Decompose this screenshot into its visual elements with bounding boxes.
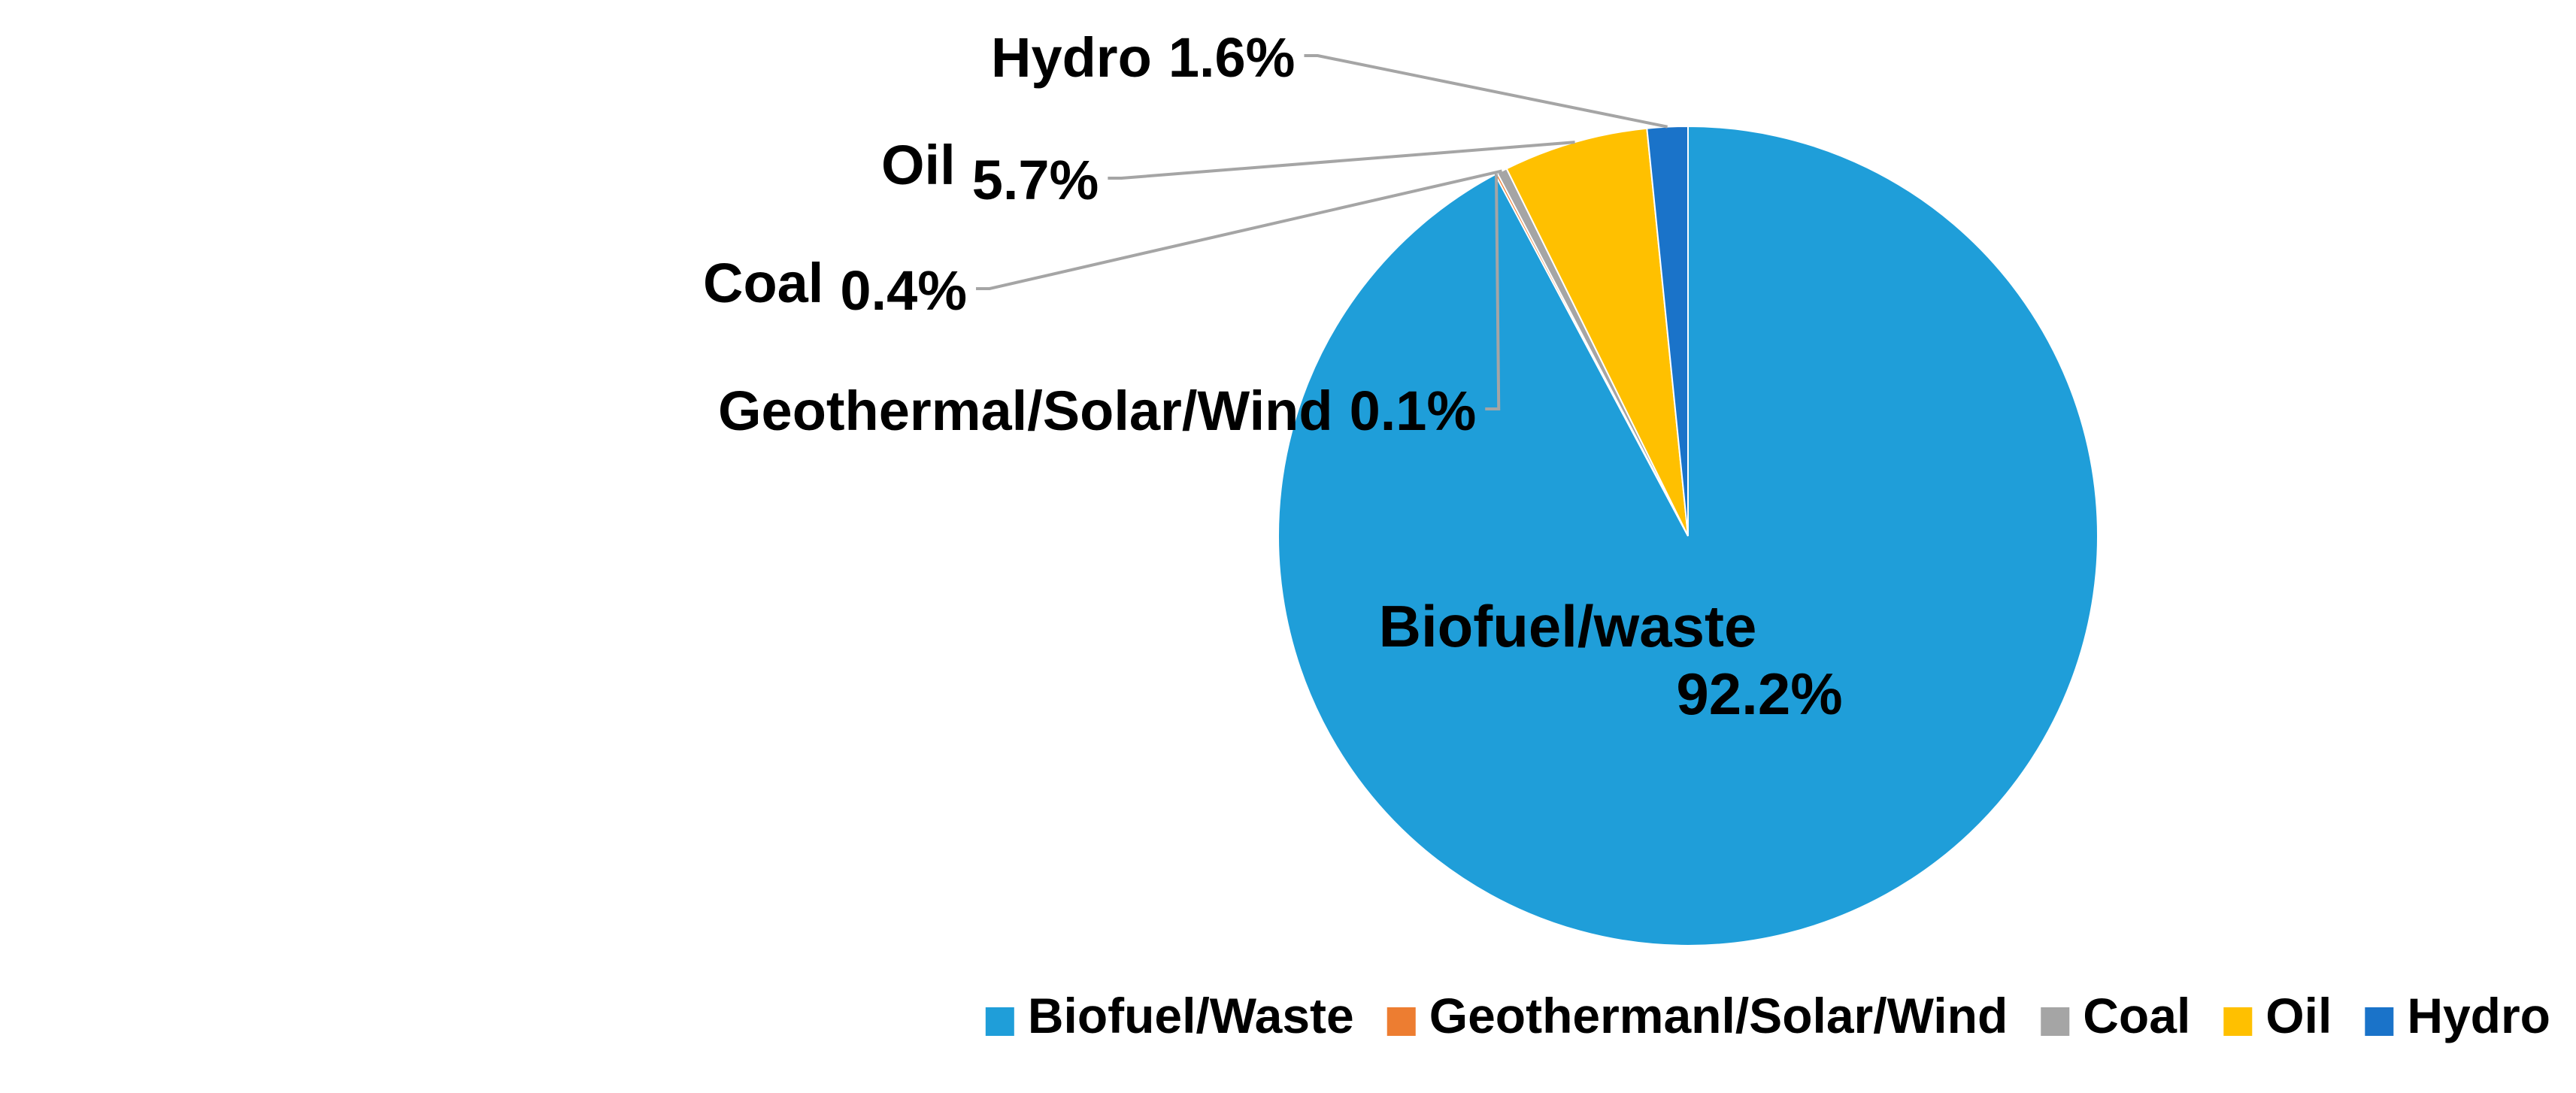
legend-swatch-biofuel-waste bbox=[985, 1007, 1014, 1036]
legend: Biofuel/Waste Geothermanl/Solar/Wind Coal O… bbox=[985, 988, 2550, 1043]
legend-item-oil: Oil bbox=[2223, 988, 2332, 1043]
slices-layer bbox=[1277, 125, 2099, 946]
data-label-name-geothermanl-solar-wind: Geothermal/Solar/Wind bbox=[718, 380, 1333, 442]
data-label-value-geothermanl-solar-wind: 0.1% bbox=[1350, 380, 1477, 442]
data-label-name-coal: Coal bbox=[703, 252, 823, 314]
leader-line-hydro bbox=[1304, 54, 1668, 129]
legend-label-geothermanl-solar-wind: Geothermanl/Solar/Wind bbox=[1429, 988, 2008, 1043]
data-label-value-oil: 5.7% bbox=[972, 149, 1099, 211]
data-label-name-biofuel-waste: Biofuel/waste bbox=[1379, 593, 1757, 659]
legend-label-coal: Coal bbox=[2083, 988, 2190, 1043]
legend-swatch-coal bbox=[2041, 1007, 2070, 1036]
legend-label-oil: Oil bbox=[2265, 988, 2332, 1043]
legend-item-biofuel-waste: Biofuel/Waste bbox=[985, 988, 1354, 1043]
leader-line-coal bbox=[976, 169, 1503, 290]
data-label-value-coal: 0.4% bbox=[840, 259, 967, 322]
leader-line-geothermanl-solar-wind bbox=[1485, 174, 1501, 410]
legend-swatch-geothermanl-solar-wind bbox=[1386, 1007, 1416, 1036]
legend-item-coal: Coal bbox=[2041, 988, 2190, 1043]
data-label-name-oil: Oil bbox=[881, 134, 956, 196]
legend-item-hydro: Hydro bbox=[2365, 988, 2550, 1043]
legend-swatch-hydro bbox=[2365, 1007, 2394, 1036]
data-label-name-hydro: Hydro bbox=[991, 26, 1152, 89]
data-label-value-hydro: 1.6% bbox=[1168, 26, 1296, 89]
legend-swatch-oil bbox=[2223, 1007, 2253, 1036]
data-label-value-biofuel-waste: 92.2% bbox=[1676, 661, 1842, 727]
legend-label-hydro: Hydro bbox=[2407, 988, 2550, 1043]
leader-line-oil bbox=[1108, 141, 1575, 180]
leader-lines-layer bbox=[976, 54, 1668, 410]
legend-label-biofuel-waste: Biofuel/Waste bbox=[1028, 988, 1354, 1043]
pie-slice-oil bbox=[1505, 127, 1689, 537]
legend-item-geothermanl-solar-wind: Geothermanl/Solar/Wind bbox=[1386, 988, 2008, 1043]
